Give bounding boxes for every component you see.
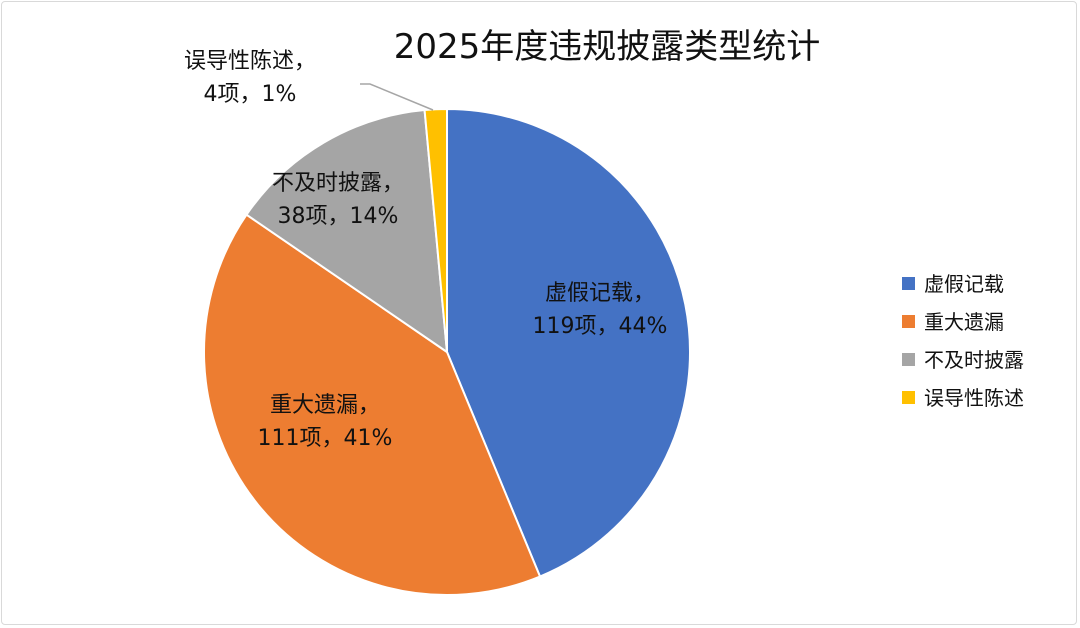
legend-label-3: 不及时披露	[924, 348, 1024, 372]
slice-labels: 虚假记载， 119项，44% 重大遗漏， 111项，41% 不及时披露， 38项，14% 误…	[184, 49, 667, 451]
legend-swatch-1	[902, 277, 915, 290]
legend-label-1: 虚假记载	[924, 272, 1004, 296]
leader-lines	[360, 83, 434, 111]
pie-slice-4	[423, 107, 448, 353]
legend-label-2: 重大遗漏	[924, 310, 1004, 334]
legend-swatch-4	[902, 391, 915, 404]
slice-label-4: 误导性陈述， 4项，1%	[184, 49, 316, 107]
slice-label-2: 重大遗漏， 111项，41%	[258, 393, 393, 451]
legend-swatch-3	[902, 353, 915, 366]
pie-slice-1	[446, 107, 691, 578]
pie-slice-2	[203, 213, 542, 596]
leader-line-4	[360, 83, 434, 111]
pie-slices	[203, 107, 691, 596]
legend-swatch-2	[902, 315, 915, 328]
slice-label-1: 虚假记载， 119项，44%	[533, 281, 668, 339]
pie-slice-3	[245, 108, 449, 355]
slice-label-3: 不及时披露， 38项，14%	[272, 171, 404, 229]
chart-title: 2025年度违规披露类型统计	[394, 27, 821, 67]
legend-label-4: 误导性陈述	[924, 386, 1024, 410]
